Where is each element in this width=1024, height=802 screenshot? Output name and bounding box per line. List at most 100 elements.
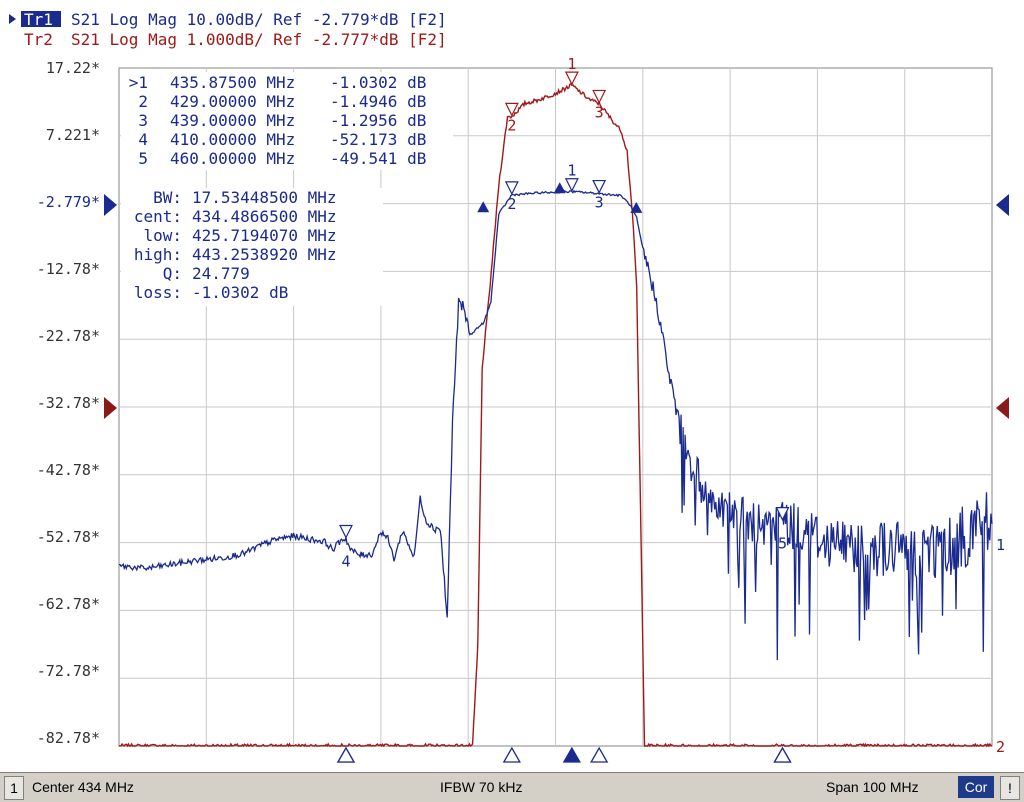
tr1-marker-5-icon [775,507,790,521]
tr1-marker-label: 4 [341,552,350,570]
tr1-ref-right-icon[interactable] [996,194,1009,216]
bw-value: 443.2538920 MHz [192,245,337,264]
tr1-ref-left-icon[interactable] [104,194,117,216]
status-warning-indicator[interactable]: ! [1000,776,1020,800]
active-trace-arrow-icon [9,14,16,24]
y-axis: 17.22* 7.221* -2.779* -12.78* -22.78* -3… [37,59,100,747]
marker-freq: 460.00000 MHz [170,149,295,168]
bw-row: Q: 24.779 [163,264,250,283]
status-bar: 1 Center 434 MHz IFBW 70 kHz Span 100 MH… [0,772,1024,802]
tr1-badge[interactable]: Tr1 [24,10,53,29]
marker-id: 5 [138,149,148,168]
bw-label: BW: [153,188,182,207]
bottom-marker-2-icon [502,746,521,763]
y-tick-label: -12.78* [37,260,100,278]
tr1-bw-edge-icon [630,201,643,213]
y-tick-label: -62.78* [37,595,100,613]
y-tick-label: -42.78* [37,461,100,479]
bandwidth-stats-bg [121,188,383,306]
marker-id: >1 [129,73,148,92]
tr1-marker-2-icon [504,181,519,196]
y-tick-label: -52.78* [37,528,100,546]
tr1-right-label: 1 [996,536,1005,554]
bw-label: low: [143,226,182,245]
tr1-marker-4-icon [339,524,353,539]
bw-value: -1.0302 dB [192,283,288,302]
bottom-marker-1-icon [562,746,581,763]
marker-row: 2 429.00000 MHz -1.4946 dB [138,92,426,111]
marker-value: -1.2956 dB [330,111,426,130]
tr2-marker-label: 2 [507,116,516,134]
y-tick-label: -82.78* [37,729,100,747]
y-tick-label: -22.78* [37,327,100,345]
y-tick-label: -32.78* [37,394,100,412]
tr1-marker-label: 1 [567,162,576,180]
bw-value: 434.4866500 MHz [192,207,337,226]
channel-indicator[interactable]: 1 [4,776,24,800]
marker-freq: 435.87500 MHz [170,73,295,92]
tr1-badge-bg[interactable] [21,11,61,27]
marker-value: -49.541 dB [330,149,426,168]
marker-row: >1 435.87500 MHz -1.0302 dB [129,73,427,92]
marker-value: -52.173 dB [330,130,426,149]
marker-value: -1.0302 dB [330,73,426,92]
bw-row: loss: -1.0302 dB [134,283,289,302]
marker-table: >1 435.87500 MHz -1.0302 dB 2 429.00000 … [121,72,453,170]
bw-label: Q: [163,264,182,283]
tr2-marker-2-icon [504,102,519,117]
tr2-ref-left-icon[interactable] [104,397,117,419]
vna-display: Tr1 S21 Log Mag 10.00dB/ Ref -2.779*dB [… [9,10,1009,763]
tr1-marker-1-icon [564,178,579,193]
correction-badge[interactable]: Cor [958,776,994,798]
tr1-marker-label: 5 [778,535,787,553]
tr2-badge[interactable]: Tr2 [24,30,53,49]
marker-value: -1.4946 dB [330,92,426,111]
marker-id: 4 [138,130,148,149]
y-tick-label: -72.78* [37,662,100,680]
y-tick-label: 7.221* [46,126,100,144]
bw-value: 24.779 [192,264,250,283]
bw-label: loss: [134,283,182,302]
tr1-marker-label: 2 [507,195,516,213]
bw-label: high: [134,245,182,264]
marker-freq: 439.00000 MHz [170,111,295,130]
tr2-marker-1-icon [564,71,579,86]
marker-freq: 429.00000 MHz [170,92,295,111]
bw-row: high: 443.2538920 MHz [134,245,337,264]
bw-value: 17.53448500 MHz [192,188,337,207]
tr2-ref-right-icon[interactable] [996,397,1009,419]
ifbw-setting[interactable]: IFBW 70 kHz [440,779,523,795]
bw-row: BW: 17.53448500 MHz [153,188,336,207]
center-frequency[interactable]: Center 434 MHz [32,779,134,795]
marker-row: 3 439.00000 MHz -1.2956 dB [138,111,426,130]
tr2-marker-label: 3 [595,103,604,121]
bandwidth-stats: BW: 17.53448500 MHz cent: 434.4866500 MH… [121,188,383,306]
bottom-marker-3-icon [590,746,609,763]
y-tick-label: -2.779* [37,193,100,211]
tr2-trace-line [118,82,993,748]
tr1-marker-label: 3 [595,194,604,212]
marker-table-bg [121,72,453,170]
marker-freq: 410.00000 MHz [170,130,295,149]
tr2-right-label: 2 [996,738,1005,756]
tr2-marker-3-icon [592,89,607,104]
bw-label: cent: [134,207,182,226]
marker-id: 3 [138,111,148,130]
tr1-label[interactable]: S21 Log Mag 10.00dB/ Ref -2.779*dB [F2] [71,10,447,29]
tr1-marker-3-icon [592,179,607,194]
bw-row: low: 425.7194070 MHz [143,226,336,245]
marker-id: 2 [138,92,148,111]
bw-value: 425.7194070 MHz [192,226,337,245]
plot-markers: 1 2 3 4 5 1 2 3 [336,55,792,763]
bw-row: cent: 434.4866500 MHz [134,207,337,226]
bottom-marker-5-tr1-icon [773,746,792,763]
marker-row: 5 460.00000 MHz -49.541 dB [138,149,426,168]
marker-row: 4 410.00000 MHz -52.173 dB [138,130,426,149]
span-setting[interactable]: Span 100 MHz [826,779,919,795]
tr1-bw-center-icon [553,182,566,194]
bottom-marker-4-tr1-icon [336,746,356,763]
tr2-marker-label: 1 [567,55,576,73]
tr2-label[interactable]: S21 Log Mag 1.000dB/ Ref -2.777*dB [F2] [71,30,447,49]
y-tick-label: 17.22* [46,59,100,77]
tr1-bw-edge-icon [477,201,490,213]
